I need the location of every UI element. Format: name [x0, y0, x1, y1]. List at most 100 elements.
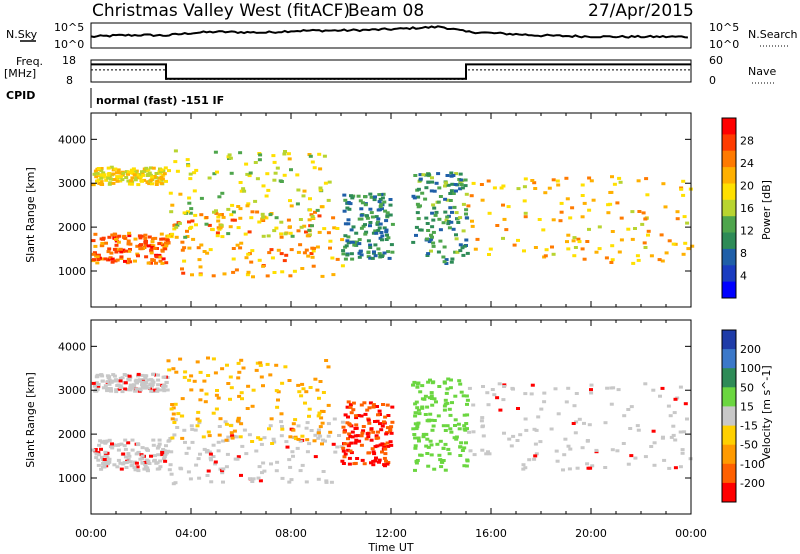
data-cell-2-25	[267, 251, 272, 255]
data-cell-3-127	[257, 220, 262, 224]
data-cell-6-135	[612, 182, 617, 186]
data-cell-5-116	[430, 381, 435, 385]
data-cell-2-34	[180, 240, 185, 244]
data-cell-2-90	[197, 476, 202, 480]
data-cell-5-77	[443, 429, 448, 432]
data-cell-5-65	[443, 184, 447, 188]
data-cell-3-71	[302, 189, 307, 193]
data-cell-2-49	[224, 465, 229, 469]
data-cell-2-78	[238, 246, 243, 250]
data-cell-5-108	[420, 397, 425, 401]
data-cell-4-20	[345, 405, 350, 409]
data-cell-3-8	[219, 223, 224, 227]
data-cell-5-102	[412, 380, 417, 384]
y-tick-label-3: 4000	[58, 340, 86, 353]
data-cell-2-117	[296, 250, 301, 254]
data-cell-2-139	[247, 477, 252, 481]
data-cell-2-114	[288, 231, 293, 235]
data-cell-1-56	[126, 179, 131, 183]
data-cell-5-114	[453, 418, 458, 422]
data-cell-0-136	[157, 242, 162, 246]
data-cell-6-30	[532, 427, 537, 431]
data-cell-3-105	[241, 187, 246, 191]
data-cell-1-33	[140, 373, 145, 377]
data-cell-3-128	[189, 207, 194, 211]
data-cell-3-115	[239, 422, 244, 426]
data-cell-3-102	[246, 384, 251, 388]
data-cell-0-19	[159, 237, 164, 241]
data-cell-6-33	[589, 388, 593, 392]
data-cell-2-94	[288, 465, 293, 469]
data-cell-3-85	[282, 173, 287, 177]
data-cell-1-129	[106, 176, 111, 180]
colorbar-tick-0: 200	[740, 343, 761, 356]
data-cell-5-69	[425, 254, 430, 257]
data-cell-3-134	[324, 359, 329, 362]
data-cell-6-126	[597, 247, 602, 251]
data-cell-3-58	[322, 154, 327, 158]
data-cell-6-95	[512, 243, 517, 247]
data-cell-6-2	[617, 250, 622, 254]
data-cell-0-130	[91, 252, 96, 256]
data-cell-6-54	[603, 421, 608, 425]
data-cell-0-122	[103, 257, 108, 261]
data-cell-2-120	[269, 462, 273, 466]
data-cell-0-40	[96, 458, 101, 462]
data-cell-4-46	[346, 222, 351, 226]
data-cell-0-104	[96, 258, 101, 261]
data-cell-4-90	[357, 439, 362, 443]
data-cell-1-71	[120, 178, 125, 182]
data-cell-5-66	[431, 424, 436, 428]
data-cell-3-50	[215, 389, 219, 392]
data-cell-6-108	[510, 386, 515, 390]
data-cell-1-80	[124, 170, 129, 174]
data-cell-0-64	[107, 247, 112, 251]
data-cell-4-84	[376, 413, 380, 417]
data-cell-5-1	[430, 180, 435, 184]
data-cell-3-4	[279, 412, 284, 416]
data-cell-6-92	[646, 233, 650, 237]
data-cell-3-114	[176, 412, 181, 416]
data-cell-6-92	[492, 393, 497, 397]
x-tick-label-6: 00:00	[675, 527, 707, 540]
data-cell-3-96	[201, 435, 206, 439]
data-cell-5-71	[416, 195, 421, 199]
data-cell-6-3	[681, 193, 686, 197]
data-cell-4-50	[341, 449, 346, 453]
data-cell-6-85	[470, 219, 474, 223]
data-cell-1-40	[157, 180, 162, 184]
data-cell-5-107	[431, 203, 436, 207]
data-cell-5-75	[453, 424, 457, 427]
data-cell-3-95	[245, 204, 250, 208]
data-cell-6-131	[682, 430, 687, 434]
y-tick-label-0: 1000	[58, 265, 86, 278]
data-cell-6-44	[565, 240, 569, 244]
data-cell-0-89	[99, 455, 104, 459]
data-cell-3-46	[206, 374, 211, 377]
data-cell-3-3	[238, 435, 243, 439]
data-cell-4-127	[375, 419, 380, 423]
data-cell-2-97	[185, 229, 189, 233]
data-cell-1-68	[101, 175, 106, 179]
data-cell-4-35	[369, 211, 374, 215]
data-cell-6-103	[642, 241, 647, 245]
data-cell-0-13	[103, 454, 108, 458]
data-cell-2-82	[169, 450, 174, 454]
data-cell-1-13	[115, 177, 120, 181]
data-cell-0-126	[124, 249, 128, 253]
data-cell-6-46	[631, 261, 636, 265]
data-cell-5-26	[449, 189, 454, 193]
data-cell-3-65	[188, 172, 193, 176]
data-cell-0-134	[160, 261, 165, 265]
data-cell-6-102	[651, 388, 656, 392]
data-cell-4-3	[359, 226, 364, 230]
data-cell-6-50	[480, 198, 485, 202]
data-cell-5-61	[429, 453, 434, 457]
data-cell-3-33	[308, 208, 313, 212]
data-cell-3-42	[279, 232, 284, 236]
data-cell-5-106	[447, 226, 452, 230]
data-cell-5-64	[414, 427, 419, 431]
data-cell-4-135	[388, 213, 393, 217]
